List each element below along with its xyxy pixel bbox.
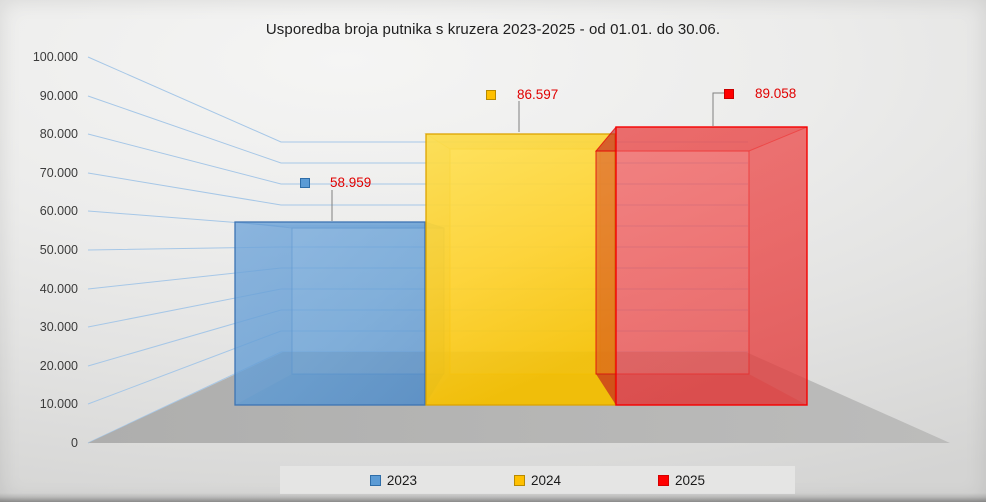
data-label-value-2025: 89.058 — [755, 86, 797, 101]
y-axis-tick: 10.000 — [39, 397, 78, 411]
y-axis-tick: 30.000 — [39, 320, 78, 334]
bar-2024[interactable] — [424, 133, 617, 406]
y-axis-tick: 70.000 — [39, 166, 78, 180]
bar-2023[interactable] — [234, 221, 445, 406]
data-label-marker-2025-icon — [724, 88, 734, 99]
leader-lines — [331, 92, 725, 221]
data-label-value-2023: 58.959 — [330, 175, 372, 190]
legend-swatch-2025-icon — [658, 474, 670, 486]
chart-title: Usporedba broja putnika s kruzera 2023-2… — [265, 21, 721, 38]
bar-2025[interactable] — [594, 126, 808, 406]
bar-2025-front-face — [615, 126, 808, 406]
data-label-value-2024: 86.597 — [517, 87, 559, 102]
y-axis-tick: 20.000 — [39, 359, 78, 373]
y-axis-tick: 100.000 — [32, 50, 78, 64]
bar-2023-front-face — [234, 221, 426, 406]
legend-label-2023: 2023 — [386, 472, 417, 488]
y-axis-tick: 80.000 — [39, 127, 78, 141]
data-label-2023: 58.959 — [300, 175, 371, 190]
data-label-2025: 89.058 — [724, 86, 796, 101]
y-axis-tick: 90.000 — [39, 89, 78, 103]
legend-label-2025: 2025 — [675, 472, 706, 488]
legend-item-2024[interactable]: 2024 — [513, 472, 562, 488]
legend-item-2025[interactable]: 2025 — [658, 473, 705, 488]
bar-2024-front-face — [425, 133, 616, 406]
y-axis-tick: 0 — [71, 436, 78, 450]
window-bottom-shadow — [0, 493, 986, 502]
legend-label-2024: 2024 — [530, 472, 562, 488]
data-label-marker-2024-icon — [486, 89, 496, 100]
bar-2025-left-face — [596, 127, 616, 405]
legend-swatch-2024-icon — [513, 474, 525, 486]
leader-line-2025 — [712, 92, 725, 126]
legend: 2023 2024 2025 — [280, 466, 795, 494]
y-axis-tick: 50.000 — [39, 243, 78, 257]
legend-item-2023[interactable]: 2023 — [369, 472, 417, 488]
data-label-marker-2023-icon — [300, 177, 310, 188]
y-axis-tick: 40.000 — [39, 282, 78, 296]
data-label-2024: 86.597 — [486, 87, 558, 102]
legend-swatch-2023-icon — [369, 474, 381, 486]
y-axis-tick: 60.000 — [39, 204, 78, 218]
